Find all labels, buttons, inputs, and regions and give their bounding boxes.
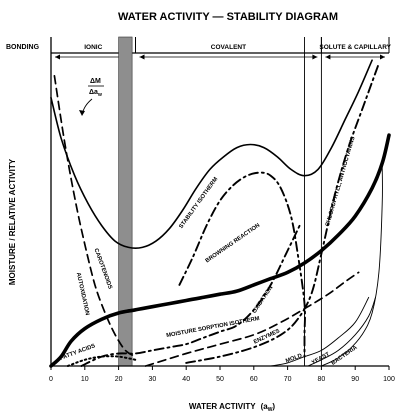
curve-label-carotenoids: CAROTENOIDS: [93, 248, 113, 290]
x-axis-subscript: W: [268, 407, 273, 413]
series-oxidation: [80, 221, 303, 367]
shaded-band-group: [118, 36, 133, 367]
delta-aw-subscript: w: [97, 92, 102, 98]
x-tick-label-50: 50: [216, 376, 224, 383]
bonding-arrowhead-left: [55, 54, 60, 60]
curve-label-browning-reaction: BROWNING REACTION: [205, 223, 262, 265]
delta-m-text: ΔM: [90, 78, 101, 85]
bonding-arrowhead-right: [380, 54, 385, 60]
delta-annotation: ΔM Δaw: [79, 78, 104, 116]
series-enzymes: [144, 271, 360, 367]
series-chlorophyll-anthocyanins: [185, 62, 380, 364]
series-yeast: [307, 296, 376, 367]
bonding-label: BONDING: [6, 44, 40, 51]
bonding-region-label-ionic: IONIC: [84, 44, 102, 51]
chart-title: WATER ACTIVITY — STABILITY DIAGRAM: [118, 11, 338, 23]
delta-aw-text: Δaw: [89, 89, 102, 98]
x-tick-label-90: 90: [351, 376, 359, 383]
curve-label-autoxidation: AUTOXIDATION: [75, 272, 90, 316]
x-tick-label-70: 70: [284, 376, 292, 383]
curve-label-bacteria: BACTERIA: [330, 344, 359, 366]
bonding-arrowhead-right: [312, 54, 318, 60]
bonding-region-label-solute-capillary: SOLUTE & CAPILLARY: [319, 44, 391, 51]
x-tick-label-20: 20: [115, 376, 123, 383]
delta-arrowhead: [79, 110, 85, 116]
bonding-regions: IONIC COVALENT SOLUTE & CAPILLARY: [50, 37, 392, 60]
x-tick-label-0: 0: [49, 376, 53, 383]
series-mold: [270, 296, 370, 367]
x-tick-label-10: 10: [81, 376, 89, 383]
x-tick-label-60: 60: [250, 376, 258, 383]
x-tick-label-80: 80: [318, 376, 326, 383]
x-tick-label-100: 100: [383, 376, 395, 383]
axes: 0 10 20 30 40 50 60 70 80 90 100: [49, 37, 395, 383]
series-moisture-sorption-isotherm: [49, 133, 391, 368]
shaded-band: [118, 36, 133, 367]
curve-label-mold: MOLD: [285, 353, 303, 365]
series-fatty-acids: [66, 355, 137, 367]
x-tick-label-30: 30: [149, 376, 157, 383]
y-axis-label: MOISTURE / RELATIVE ACTIVITY: [8, 158, 17, 285]
series-stability-isotherm: [50, 59, 373, 250]
reference-lines: [304, 37, 322, 366]
curve-label-moisture-sorption-isotherm: MOISTURE SORPTION ISOTHERM: [166, 316, 260, 339]
curve-label-oxidation: OXIDATION: [252, 285, 275, 315]
bonding-region-label-covalent: COVALENT: [211, 44, 246, 51]
series-autoxidation-carotenoids: [53, 74, 137, 358]
bonding-arrowhead-left: [139, 54, 145, 60]
series-browning-reaction: [178, 171, 306, 358]
series-bacteria: [320, 165, 383, 367]
series-group: [49, 59, 391, 368]
bonding-arrowhead-left: [325, 54, 331, 60]
x-axis-label: WATER ACTIVITY (aW): [189, 402, 276, 413]
x-tick-label-40: 40: [182, 376, 190, 383]
